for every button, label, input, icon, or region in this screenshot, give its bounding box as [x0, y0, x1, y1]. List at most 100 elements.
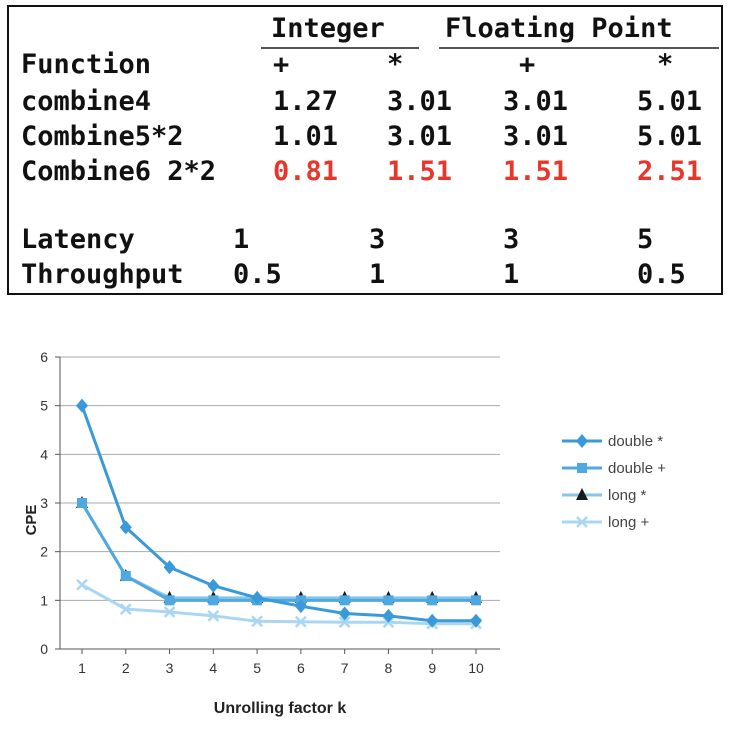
x-tick-label: 3 [166, 660, 174, 676]
header-function: Function [21, 49, 152, 80]
y-tick-label: 0 [40, 641, 48, 657]
row-value: 5.01 [637, 121, 703, 152]
y-tick-label: 6 [40, 349, 48, 365]
x-tick-label: 4 [209, 660, 217, 676]
legend-label: double * [608, 433, 663, 450]
group-header-integer: Integer [271, 13, 385, 44]
data-point [207, 578, 220, 593]
group-header-floating-point: Floating Point [445, 13, 673, 44]
y-tick-label: 4 [40, 446, 48, 462]
data-point [294, 599, 307, 614]
header-fp-add: + [519, 49, 536, 80]
legend-item: long * [562, 487, 647, 504]
row-value: 3.01 [503, 121, 569, 152]
data-point [77, 498, 87, 508]
data-point [295, 615, 307, 628]
series-long- [76, 496, 482, 603]
cpe-table: Integer Floating Point Function + * + * … [7, 5, 723, 295]
header-int-mul: * [387, 49, 404, 80]
x-tick-label: 1 [78, 660, 86, 676]
data-point [76, 398, 88, 413]
data-point [251, 590, 264, 605]
floating-point-underline [439, 47, 719, 49]
x-tick-label: 10 [468, 660, 484, 676]
x-tick-labels: 1 2 3 4 5 6 7 8 9 10 [78, 660, 484, 676]
row-value-highlight: 1.51 [387, 156, 453, 187]
throughput-value: 0.5 [233, 259, 282, 290]
data-point [427, 595, 438, 606]
legend-item: long + [562, 514, 650, 531]
data-point [208, 595, 219, 606]
data-point [470, 613, 482, 628]
grid-lines [60, 356, 500, 601]
data-point [207, 610, 220, 622]
x-tick-label: 8 [385, 660, 393, 676]
header-int-add: + [273, 49, 290, 80]
y-axis-label: CPE [23, 505, 40, 536]
legend-marker [576, 434, 588, 448]
series-group [76, 398, 482, 630]
x-tick-label: 2 [122, 660, 130, 676]
latency-label: Latency [21, 224, 135, 255]
y-tick-label: 1 [40, 592, 48, 608]
row-value-highlight: 2.51 [637, 156, 703, 187]
latency-value: 3 [503, 224, 520, 255]
x-axis-label: Unrolling factor k [214, 700, 347, 717]
legend-label: long + [608, 514, 650, 531]
throughput-value: 0.5 [637, 259, 686, 290]
data-point [338, 606, 351, 621]
data-point [164, 595, 175, 606]
latency-value: 1 [233, 224, 250, 255]
data-point [163, 606, 176, 618]
y-tick-label: 2 [40, 544, 48, 560]
legend-marker [576, 488, 588, 500]
legend-marker [577, 463, 587, 473]
row-value: 1.27 [273, 86, 339, 117]
legend-label: long * [608, 487, 647, 504]
x-tick-label: 6 [297, 660, 305, 676]
data-point [471, 595, 481, 606]
row-label: combine4 [21, 86, 152, 117]
row-value: 1.01 [273, 121, 339, 152]
data-point [76, 578, 88, 591]
series-long- [76, 578, 482, 630]
row-value: 3.01 [503, 86, 569, 117]
legend-label: double + [608, 460, 666, 477]
header-fp-mul: * [657, 49, 674, 80]
integer-underline [261, 47, 419, 49]
series-line [80, 502, 476, 602]
row-value: 3.01 [387, 86, 453, 117]
y-tick-label: 5 [40, 398, 48, 414]
x-tick-label: 7 [341, 660, 349, 676]
data-point [251, 615, 263, 628]
data-point [163, 560, 176, 575]
row-value-highlight: 0.81 [273, 156, 339, 187]
data-point [119, 603, 132, 615]
data-point [339, 595, 350, 606]
series-line [80, 405, 476, 623]
y-tick-labels: 0 1 2 3 4 5 6 [40, 349, 48, 657]
row-value: 3.01 [387, 121, 453, 152]
cpe-line-chart: 0 1 2 3 4 5 6 1 2 3 4 5 6 7 8 9 10 double * double + long… [23, 349, 666, 717]
data-point [382, 608, 395, 623]
throughput-value: 1 [503, 259, 520, 290]
data-point [338, 616, 351, 629]
data-point [120, 571, 131, 581]
row-label: Combine6 2*2 [21, 156, 217, 187]
series-line [81, 583, 476, 626]
data-point [426, 613, 439, 628]
legend: double * double + long * long + [562, 433, 666, 531]
x-tick-label: 9 [428, 660, 436, 676]
legend-item: double + [562, 460, 666, 477]
row-label: Combine5*2 [21, 121, 184, 152]
x-tick-label: 5 [253, 660, 261, 676]
series-double- [76, 398, 482, 628]
legend-item: double * [562, 433, 663, 450]
chart-axes [55, 356, 500, 654]
throughput-label: Throughput [21, 259, 184, 290]
data-point [119, 520, 132, 535]
legend-marker [576, 516, 588, 528]
data-point [383, 595, 394, 606]
y-tick-label: 3 [40, 495, 48, 511]
latency-value: 3 [369, 224, 386, 255]
